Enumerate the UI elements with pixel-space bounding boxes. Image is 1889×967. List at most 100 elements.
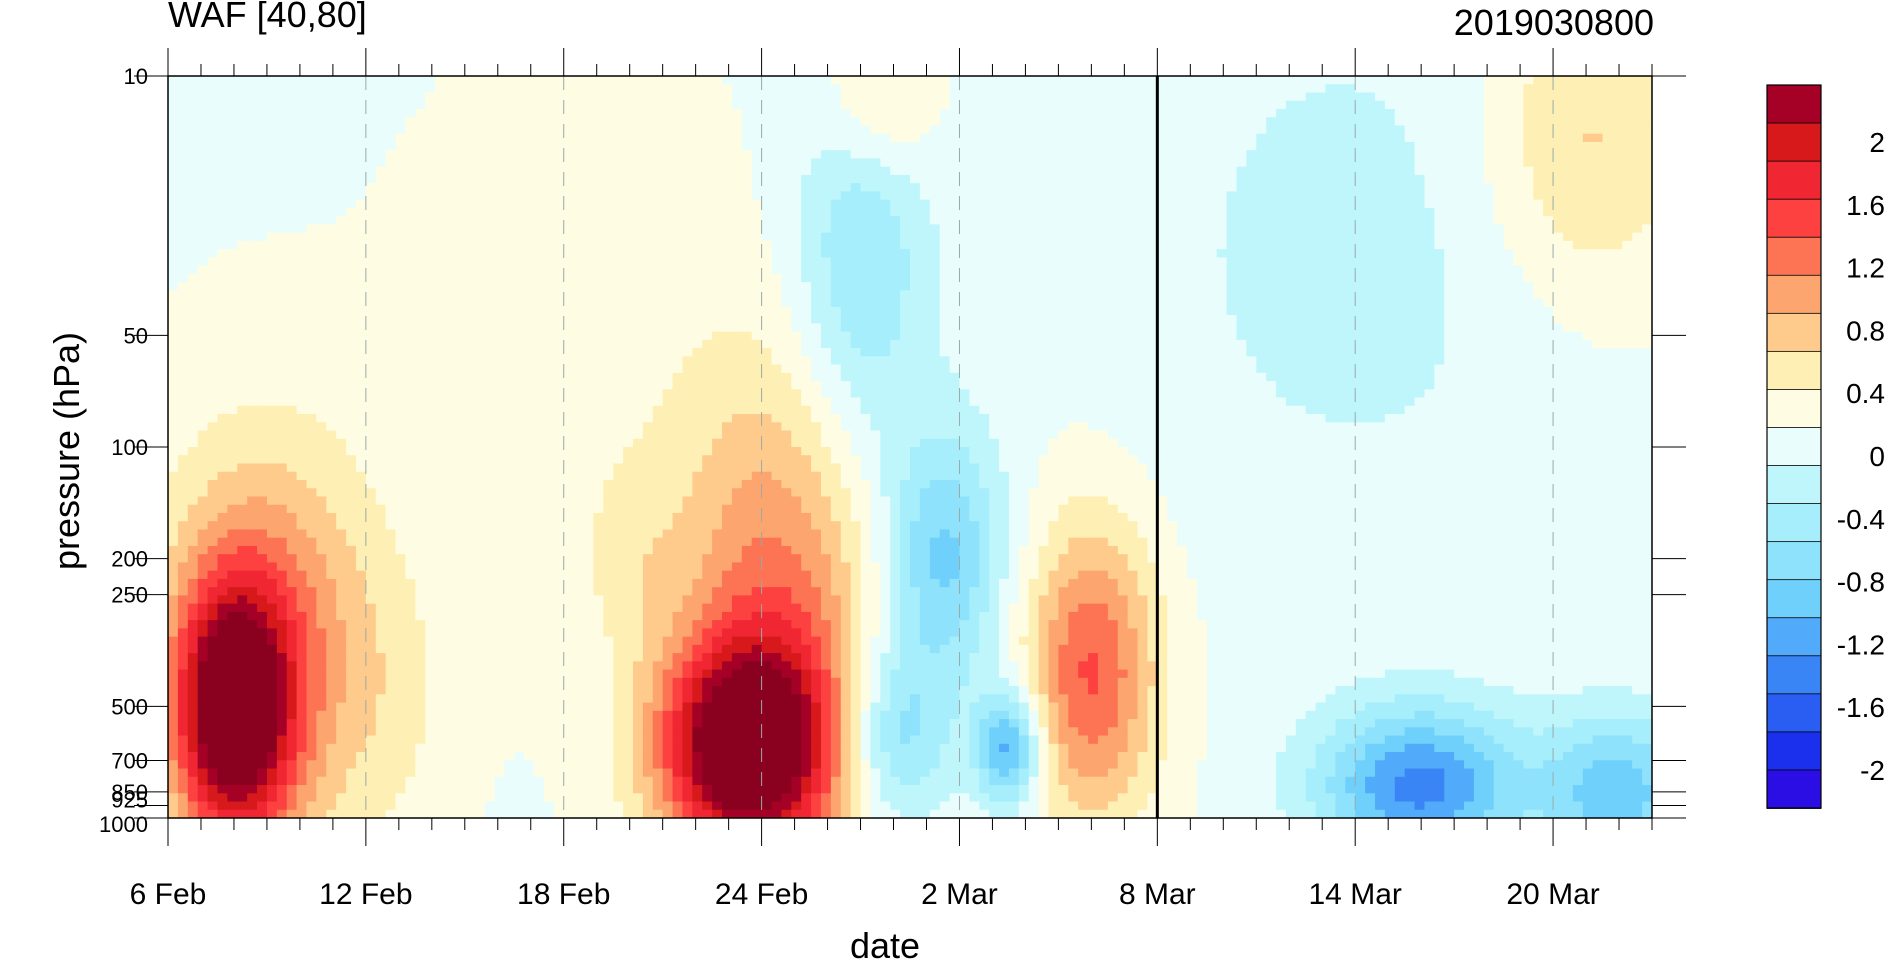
heatmap-cell — [1028, 125, 1040, 135]
heatmap-cell — [1018, 133, 1030, 143]
heatmap-cell — [1097, 232, 1109, 242]
heatmap-cell — [1068, 100, 1079, 110]
heatmap-cell — [1078, 125, 1089, 135]
heatmap-cell — [1246, 76, 1257, 85]
heatmap-cell — [217, 298, 228, 308]
heatmap-cell — [1523, 257, 1534, 267]
heatmap-cell — [1295, 249, 1307, 258]
heatmap-cell — [504, 191, 515, 201]
heatmap-cell — [1068, 298, 1079, 308]
heatmap-cell — [247, 315, 258, 324]
heatmap-cell — [336, 232, 347, 242]
heatmap-cell — [1187, 150, 1198, 160]
heatmap-cell — [385, 224, 397, 234]
heatmap-cell — [593, 183, 604, 193]
heatmap-cell — [1127, 199, 1139, 209]
heatmap-cell — [1196, 315, 1208, 324]
heatmap-cell — [1246, 125, 1257, 135]
heatmap-cell — [257, 216, 268, 225]
heatmap-cell — [445, 100, 456, 110]
heatmap-cell — [1325, 232, 1337, 242]
heatmap-cell — [543, 306, 555, 316]
heatmap-cell — [1572, 249, 1584, 258]
heatmap-cell — [1394, 249, 1406, 258]
heatmap-cell — [563, 174, 575, 184]
heatmap-cell — [1374, 199, 1386, 209]
heatmap-cell — [979, 265, 990, 275]
heatmap-cell — [801, 84, 812, 94]
heatmap-cell — [860, 298, 872, 308]
heatmap-cell — [227, 232, 238, 242]
heatmap-cell — [1592, 257, 1604, 267]
heatmap-cell — [1543, 125, 1554, 135]
heatmap-cell — [880, 273, 891, 283]
heatmap-cell — [811, 232, 822, 242]
heatmap-cell — [910, 84, 921, 94]
heatmap-cell — [593, 150, 604, 160]
heatmap-cell — [237, 174, 248, 184]
heatmap-cell — [1374, 273, 1386, 283]
heatmap-cell — [910, 298, 921, 308]
heatmap-cell — [1295, 100, 1307, 110]
heatmap-cell — [573, 108, 585, 118]
heatmap-cell — [247, 257, 258, 267]
heatmap-cell — [1424, 240, 1435, 250]
heatmap-cell — [1394, 306, 1406, 316]
heatmap-cell — [1493, 224, 1505, 234]
heatmap-cell — [1107, 166, 1119, 176]
heatmap-cell — [880, 191, 891, 201]
heatmap-cell — [1196, 108, 1208, 118]
heatmap-cell — [731, 323, 743, 333]
heatmap-cell — [474, 339, 486, 349]
heatmap-cell — [603, 92, 614, 102]
heatmap-cell — [712, 150, 723, 160]
heatmap-cell — [1473, 216, 1485, 225]
heatmap-cell — [919, 108, 931, 118]
heatmap-cell — [1454, 290, 1465, 300]
heatmap-cell — [1018, 216, 1030, 225]
heatmap-cell — [1503, 207, 1515, 217]
heatmap-cell — [1355, 207, 1366, 217]
heatmap-cell — [187, 76, 199, 85]
heatmap-cell — [276, 249, 288, 258]
heatmap-cell — [1345, 150, 1356, 160]
heatmap-cell — [573, 348, 585, 357]
heatmap-cell — [1622, 125, 1633, 135]
heatmap-cell — [623, 331, 634, 341]
heatmap-cell — [1394, 125, 1406, 135]
heatmap-cell — [474, 199, 486, 209]
heatmap-cell — [999, 257, 1010, 267]
heatmap-cell — [1464, 76, 1475, 85]
heatmap-cell — [702, 282, 713, 291]
heatmap-cell — [1256, 84, 1267, 94]
heatmap-cell — [1374, 257, 1386, 267]
heatmap-cell — [662, 141, 674, 151]
heatmap-cell — [217, 100, 228, 110]
heatmap-cell — [652, 282, 664, 291]
heatmap-cell — [1276, 117, 1287, 127]
heatmap-cell — [573, 117, 585, 127]
heatmap-cell — [1088, 323, 1099, 333]
heatmap-cell — [1117, 249, 1129, 258]
heatmap-cell — [227, 339, 238, 349]
heatmap-cell — [1582, 315, 1594, 324]
heatmap-cell — [484, 150, 496, 160]
heatmap-cell — [1454, 158, 1465, 168]
heatmap-cell — [1216, 315, 1228, 324]
heatmap-cell — [662, 290, 674, 300]
heatmap-cell — [1464, 306, 1475, 316]
heatmap-cell — [830, 150, 842, 160]
heatmap-cell — [1276, 232, 1287, 242]
heatmap-cell — [425, 290, 436, 300]
heatmap-cell — [1216, 240, 1228, 250]
heatmap-cell — [316, 232, 327, 242]
heatmap-cell — [623, 191, 634, 201]
heatmap-cell — [1127, 84, 1139, 94]
heatmap-cell — [860, 265, 872, 275]
heatmap-cell — [1305, 141, 1317, 151]
heatmap-cell — [563, 84, 575, 94]
heatmap-cell — [1285, 282, 1297, 291]
heatmap-cell — [1008, 117, 1020, 127]
heatmap-cell — [583, 108, 595, 118]
heatmap-cell — [168, 92, 179, 102]
